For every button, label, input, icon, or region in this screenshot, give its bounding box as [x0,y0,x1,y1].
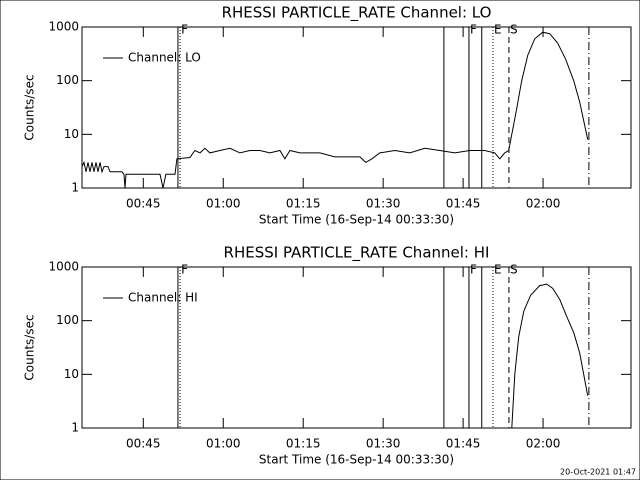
y-axis-label: Counts/sec [23,314,37,380]
x-tick-label: 01:00 [206,437,241,451]
x-tick-label: 01:30 [366,197,401,211]
flag-label: E [494,263,502,277]
x-tick-label: 01:30 [366,437,401,451]
data-line [81,31,589,189]
x-tick-label: 01:15 [286,197,321,211]
x-axis-label: Start Time (16-Sep-14 00:33:30) [259,213,454,227]
flag-label: F [470,263,477,277]
x-tick-label: 01:15 [286,437,321,451]
flag-label: E [494,23,502,37]
plot-frame [81,26,632,189]
x-tick-label: 01:00 [206,197,241,211]
x-tick-label: 00:45 [126,197,161,211]
y-tick-label: 10 [64,127,79,141]
x-tick-label: 01:45 [446,437,481,451]
footer: 20-Oct-2021 01:47 [560,468,636,477]
chart-title: RHESSI PARTICLE_RATE Channel: LO [222,4,492,23]
data-line [511,283,589,429]
flag-label: F [181,23,188,37]
x-axis-label: Start Time (16-Sep-14 00:33:30) [259,453,454,467]
y-tick-label: 10 [64,367,79,381]
legend-label: Channel: LO [128,51,201,65]
chart-title: RHESSI PARTICLE_RATE Channel: HI [224,244,490,263]
flag-label: S [510,23,518,37]
x-tick-label: 01:45 [446,197,481,211]
y-tick-label: 1 [71,181,79,195]
flag-label: F [470,23,477,37]
x-tick-label: 02:00 [526,197,561,211]
legend-label: Channel: HI [128,291,198,305]
x-tick-label: 00:45 [126,437,161,451]
y-tick-label: 1000 [48,20,79,34]
flag-label: F [181,263,188,277]
y-tick-label: 100 [56,73,79,87]
y-tick-label: 1 [71,421,79,435]
plot-frame [81,266,632,429]
y-axis-label: Counts/sec [23,74,37,140]
flag-label: S [510,263,518,277]
x-tick-label: 02:00 [526,437,561,451]
y-tick-label: 100 [56,313,79,327]
y-tick-label: 1000 [48,260,79,274]
